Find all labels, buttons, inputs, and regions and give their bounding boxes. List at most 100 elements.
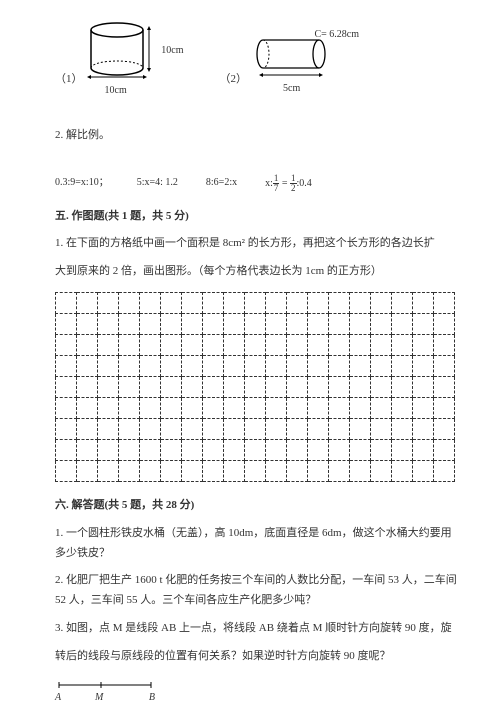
- eq1: 0.3:9=x:10；: [55, 174, 109, 193]
- grid-cell: [56, 397, 77, 418]
- section6-title: 六. 解答题(共 5 题，共 28 分): [55, 496, 460, 516]
- grid-cell: [245, 292, 266, 313]
- grid-cell: [119, 292, 140, 313]
- fig2-base: 5cm: [283, 80, 300, 98]
- grid-cell: [392, 313, 413, 334]
- grid-cell: [119, 460, 140, 481]
- grid-cell: [434, 355, 455, 376]
- grid-cell: [224, 460, 245, 481]
- grid-cell: [119, 418, 140, 439]
- point-a: A: [55, 689, 61, 707]
- grid-cell: [266, 334, 287, 355]
- grid-cell: [308, 439, 329, 460]
- grid-cell: [98, 397, 119, 418]
- grid-cell: [245, 418, 266, 439]
- grid-cell: [77, 376, 98, 397]
- grid-cell: [371, 439, 392, 460]
- grid-cell: [413, 439, 434, 460]
- grid-cell: [140, 439, 161, 460]
- grid-cell: [329, 418, 350, 439]
- grid-cell: [203, 334, 224, 355]
- segment-icon: [55, 679, 155, 699]
- grid-cell: [266, 292, 287, 313]
- grid-cell: [119, 313, 140, 334]
- grid-cell: [413, 355, 434, 376]
- point-m: M: [95, 689, 103, 707]
- grid-cell: [245, 460, 266, 481]
- grid-cell: [371, 397, 392, 418]
- grid-cell: [140, 355, 161, 376]
- grid-cell: [287, 376, 308, 397]
- q2-label: 2. 解比例。: [55, 126, 460, 146]
- grid-cell: [161, 460, 182, 481]
- grid-cell: [287, 313, 308, 334]
- grid-cell: [287, 355, 308, 376]
- grid-cell: [203, 397, 224, 418]
- grid-cell: [392, 355, 413, 376]
- grid-cell: [98, 355, 119, 376]
- grid-cell: [266, 418, 287, 439]
- cylinder-icon: [87, 20, 162, 82]
- grid-cell: [56, 439, 77, 460]
- grid-cell: [350, 376, 371, 397]
- grid-cell: [140, 376, 161, 397]
- grid-cell: [392, 376, 413, 397]
- equations-row: 0.3:9=x:10； 5:x=4: 1.2 8:6=2:x x:17 = 12…: [55, 174, 460, 193]
- grid-cell: [140, 313, 161, 334]
- grid-cell: [434, 334, 455, 355]
- grid-cell: [182, 460, 203, 481]
- grid-cell: [329, 313, 350, 334]
- grid-cell: [161, 313, 182, 334]
- grid-cell: [392, 439, 413, 460]
- grid-cell: [434, 439, 455, 460]
- grid-cell: [140, 460, 161, 481]
- grid-cell: [161, 397, 182, 418]
- grid-cell: [308, 376, 329, 397]
- grid-cell: [140, 334, 161, 355]
- grid-cell: [329, 397, 350, 418]
- grid-cell: [56, 313, 77, 334]
- fig2-circ: C= 6.28cm: [314, 26, 359, 44]
- grid-cell: [140, 292, 161, 313]
- grid-cell: [329, 355, 350, 376]
- grid-cell: [161, 355, 182, 376]
- grid-cell: [98, 313, 119, 334]
- grid-cell: [77, 313, 98, 334]
- grid-cell: [119, 355, 140, 376]
- grid-cell: [266, 460, 287, 481]
- grid-cell: [329, 292, 350, 313]
- fig2-label: （2）: [220, 70, 248, 90]
- s5-q1a: 1. 在下面的方格纸中画一个面积是 8cm² 的长方形，再把这个长方形的各边长扩: [55, 234, 460, 254]
- grid-cell: [266, 355, 287, 376]
- grid-cell: [245, 397, 266, 418]
- grid-cell: [329, 376, 350, 397]
- grid-cell: [77, 292, 98, 313]
- eq4-pre: x:: [265, 177, 273, 188]
- s6-q1: 1. 一个圆柱形铁皮水桶（无盖），高 10dm，底面直径是 6dm，做这个水桶大…: [55, 524, 460, 564]
- grid-cell: [329, 334, 350, 355]
- grid-cell: [182, 418, 203, 439]
- eq2: 5:x=4: 1.2: [137, 174, 178, 193]
- grid-cell: [392, 418, 413, 439]
- grid-cell: [119, 334, 140, 355]
- grid-cell: [413, 460, 434, 481]
- grid-cell: [203, 376, 224, 397]
- grid-cell: [182, 397, 203, 418]
- grid-cell: [287, 460, 308, 481]
- grid-cell: [224, 334, 245, 355]
- grid-cell: [308, 313, 329, 334]
- grid-cell: [56, 292, 77, 313]
- s6-q3b: 转后的线段与原线段的位置有何关系？如果逆时针方向旋转 90 度呢？: [55, 647, 460, 667]
- grid-cell: [182, 292, 203, 313]
- grid-cell: [119, 439, 140, 460]
- fig1-label: （1）: [55, 70, 83, 90]
- grid-cell: [98, 376, 119, 397]
- grid-cell: [98, 460, 119, 481]
- grid-cell: [329, 439, 350, 460]
- grid-cell: [266, 376, 287, 397]
- grid-cell: [413, 397, 434, 418]
- section5-title: 五. 作图题(共 1 题，共 5 分): [55, 207, 460, 227]
- figure-2: （2） C= 6.28cm 5cm: [220, 32, 342, 90]
- grid-cell: [434, 376, 455, 397]
- grid-cell: [413, 292, 434, 313]
